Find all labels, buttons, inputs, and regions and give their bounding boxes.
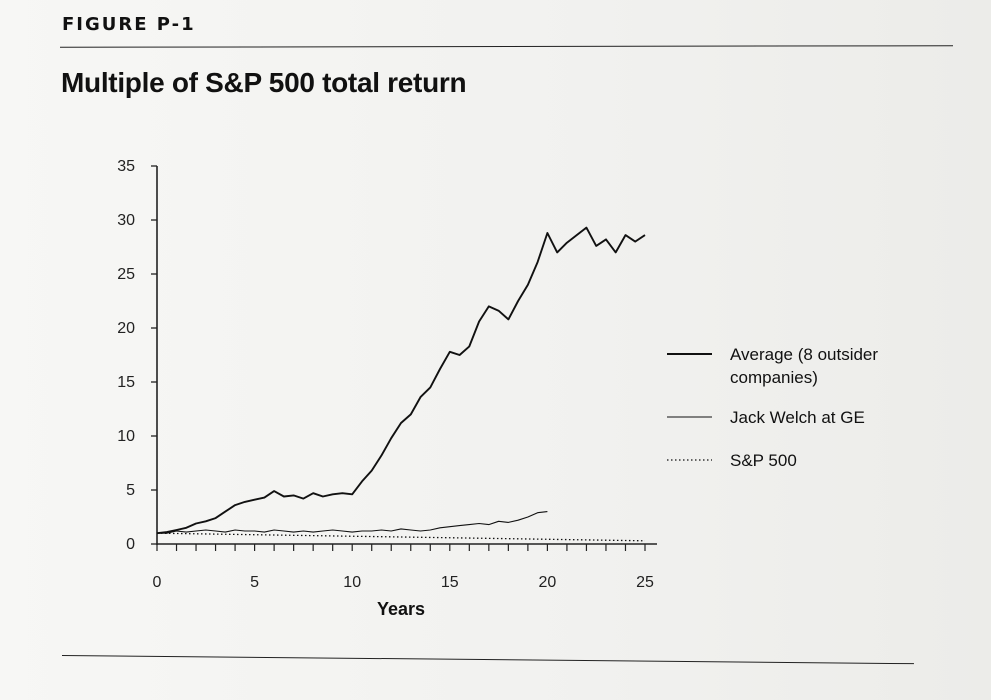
y-tick-label: 5 — [126, 482, 135, 499]
legend-average-label: Average (8 outsider — [730, 345, 878, 364]
x-tick-label: 20 — [539, 574, 557, 591]
chart-series — [156, 226, 646, 542]
sp500-line — [156, 532, 646, 542]
y-tick-label: 30 — [117, 212, 135, 229]
x-axis-title: Years — [377, 599, 425, 619]
chart-title: Multiple of S&P 500 total return — [61, 67, 467, 98]
y-tick-label: 25 — [117, 266, 135, 283]
y-tick-label: 20 — [117, 320, 135, 337]
x-tick-label: 5 — [250, 574, 259, 591]
x-tick-label: 0 — [153, 574, 162, 591]
chart-axes: 0 5 10 15 20 25 30 35 0 5 10 15 20 25 Years — [117, 158, 657, 619]
chart-legend: Average (8 outsider companies) Jack Welch … — [667, 345, 878, 470]
legend-sp500-label: S&P 500 — [730, 451, 797, 470]
y-tick-label: 10 — [117, 428, 135, 445]
x-tick-label: 15 — [441, 574, 459, 591]
figure-label: FIGURE P-1 — [62, 14, 196, 35]
jack-welch-ge-line — [157, 511, 548, 534]
x-tick-label: 10 — [343, 574, 361, 591]
legend-jack-welch-label: Jack Welch at GE — [730, 408, 865, 427]
y-tick-label: 35 — [117, 158, 135, 175]
average-outsider-line — [156, 226, 646, 535]
x-tick-label: 25 — [636, 574, 654, 591]
y-tick-label: 15 — [117, 374, 135, 391]
y-tick-label: 0 — [126, 536, 135, 553]
legend-average-label: companies) — [730, 368, 818, 387]
